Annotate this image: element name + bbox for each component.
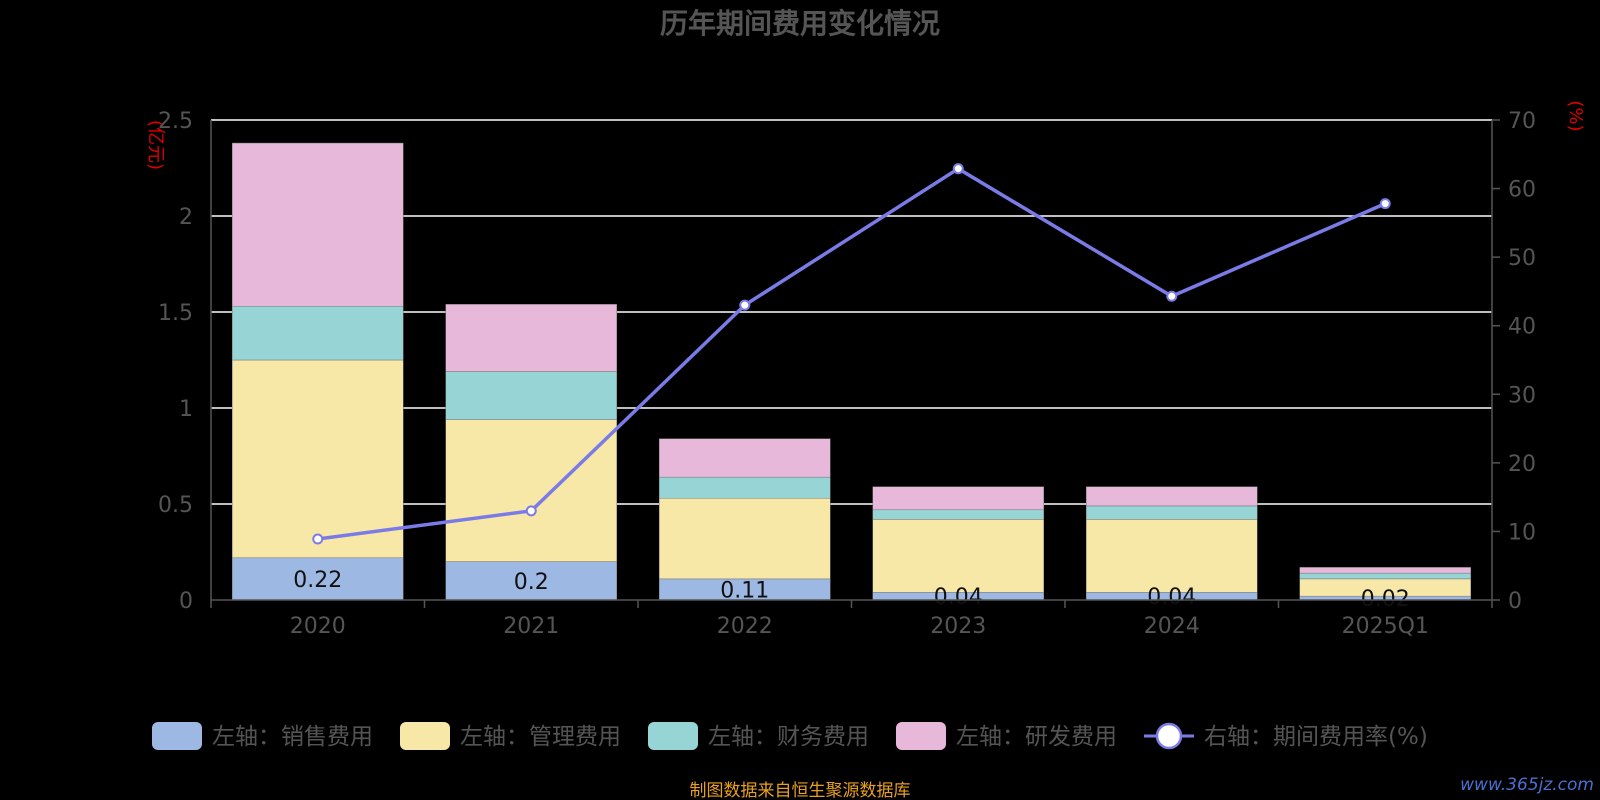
right-tick-label: 0	[1508, 589, 1522, 614]
left-tick-label: 1.5	[158, 301, 193, 326]
bar-finance	[659, 476, 831, 499]
legend-swatch-finance	[648, 722, 698, 750]
right-tick-label: 40	[1508, 315, 1536, 340]
bar-rd	[1086, 486, 1258, 507]
right-tick-label: 20	[1508, 452, 1536, 477]
rate-point	[1166, 290, 1178, 302]
left-tick-label: 2	[179, 205, 193, 230]
x-tick-label: 2022	[717, 614, 773, 639]
rate-line	[317, 166, 1386, 541]
bar-sales	[445, 561, 617, 601]
gridlines	[211, 119, 1492, 505]
legend-swatch-sales	[152, 722, 202, 750]
left-tick-label: 0.5	[158, 493, 193, 518]
left-tick-label: 2.5	[158, 109, 193, 134]
bar-admin	[445, 419, 617, 562]
bar-sales	[232, 557, 404, 601]
bar-admin	[872, 519, 1044, 593]
legend-swatch-rd	[896, 722, 946, 750]
rate-line-series	[312, 163, 1391, 545]
legend-label-finance: 左轴：财务费用	[708, 724, 869, 750]
left-axis-unit: (亿元)	[145, 120, 166, 170]
x-tick-label: 2024	[1144, 614, 1200, 639]
bar-finance	[1299, 572, 1471, 580]
bar-admin	[659, 497, 831, 580]
data-source: 制图数据来自恒生聚源数据库	[690, 781, 911, 800]
rate-point	[312, 533, 324, 545]
right-tick-label: 70	[1508, 109, 1536, 134]
bar-rd	[872, 486, 1044, 511]
legend-swatch-admin	[400, 722, 450, 750]
x-tick-label: 2020	[290, 614, 346, 639]
bar-rd	[445, 304, 617, 372]
right-tick-label: 30	[1508, 383, 1536, 408]
x-tick-label: 2023	[930, 614, 986, 639]
legend-label-sales: 左轴：销售费用	[212, 724, 373, 750]
watermark: www.365jz.com	[1460, 775, 1594, 795]
rate-point	[739, 299, 751, 311]
rate-point	[952, 163, 964, 175]
sales-data-label: 0.2	[514, 570, 549, 595]
legend-label-admin: 左轴：管理费用	[460, 724, 621, 750]
bar-admin	[1086, 519, 1258, 593]
legend: 左轴：销售费用 左轴：管理费用 左轴：财务费用 左轴：研发费用 右轴：期间费用率(%)	[152, 722, 1428, 750]
right-tick-label: 10	[1508, 520, 1536, 545]
bar-series: 0.22 0.2 0.11 0.04 0.04 0.02	[232, 142, 1471, 612]
bar-admin	[232, 359, 404, 559]
bar-finance	[872, 509, 1044, 520]
x-tick-label: 2021	[503, 614, 559, 639]
right-y-axis: 0 10 20 30 40 50 60 70	[1491, 109, 1536, 614]
bar-rd	[659, 438, 831, 478]
legend-rate-marker	[1155, 722, 1183, 750]
sales-data-label: 0.04	[1147, 585, 1196, 610]
right-tick-label: 60	[1508, 178, 1536, 203]
left-tick-label: 0	[179, 589, 193, 614]
right-axis-unit: (%)	[1565, 100, 1586, 131]
right-tick-label: 50	[1508, 246, 1536, 271]
left-tick-label: 1	[179, 397, 193, 422]
x-tick-label: 2025Q1	[1342, 614, 1429, 639]
chart-title: 历年期间费用变化情况	[660, 7, 940, 40]
rate-point	[1379, 198, 1391, 210]
x-axis: 2020 2021 2022 2023 2024 2025Q1	[210, 599, 1493, 639]
bar-finance	[445, 371, 617, 420]
sales-data-label: 0.04	[934, 585, 983, 610]
bar-rd	[1299, 567, 1471, 574]
sales-data-label: 0.22	[293, 568, 342, 593]
left-y-axis: 0 0.5 1 1.5 2 2.5	[158, 109, 212, 614]
rate-point	[525, 505, 537, 517]
legend-label-rate: 右轴：期间费用率(%)	[1204, 724, 1428, 750]
bar-finance	[1086, 505, 1258, 520]
bar-finance	[232, 305, 404, 361]
legend-label-rd: 左轴：研发费用	[956, 724, 1117, 750]
bar-rd	[232, 142, 404, 307]
